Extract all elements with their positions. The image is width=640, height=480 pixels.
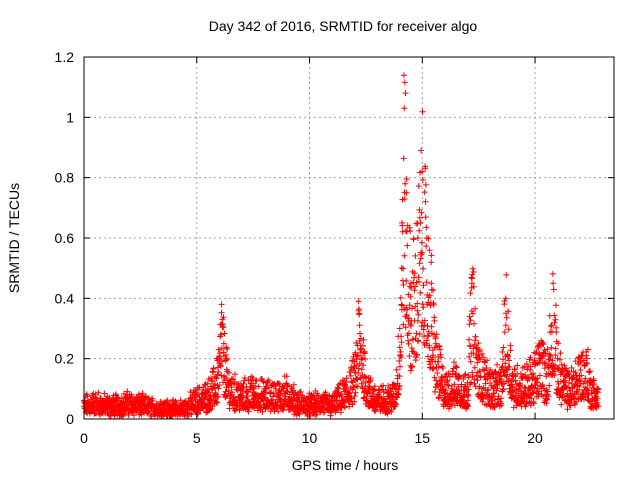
y-tick-label: 0.4 [55,290,75,306]
x-axis-label: GPS time / hours [292,457,399,473]
data-series [81,72,602,419]
y-axis-ticks: 0 0.2 0.4 0.6 0.8 1 1.2 [55,49,614,427]
x-axis-ticks: 0 5 10 15 20 [80,57,543,446]
y-tick-label: 0.2 [55,351,75,367]
x-tick-label: 15 [415,430,431,446]
data-point [396,325,403,332]
grid-lines [84,57,614,419]
data-point [565,379,572,386]
y-tick-label: 0.6 [55,230,75,246]
data-point [550,280,557,287]
y-tick-label: 0.8 [55,170,75,186]
data-point [414,235,421,241]
y-tick-label: 1.2 [55,49,75,65]
chart-title: Day 342 of 2016, SRMTID for receiver alg… [209,18,478,34]
x-tick-label: 5 [193,430,201,446]
data-point [220,340,227,347]
x-tick-label: 20 [527,430,543,446]
scatter-markers [81,72,602,419]
data-point [502,295,509,302]
data-point [401,105,408,112]
x-tick-label: 10 [302,430,318,446]
data-point [218,301,225,308]
y-tick-label: 0 [66,411,74,427]
data-point [428,280,435,287]
x-tick-label: 0 [80,430,88,446]
y-tick-label: 1 [66,109,74,125]
y-axis-label: SRMTID / TECUs [6,183,22,293]
